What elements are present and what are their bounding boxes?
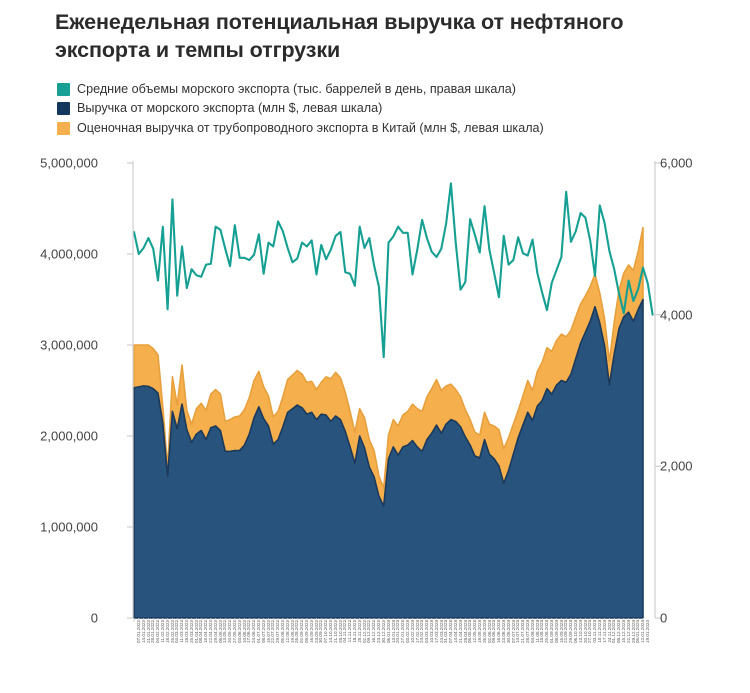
- legend-item-seaborne-revenue: Выручка от морского экспорта (млн $, лев…: [57, 100, 544, 119]
- legend-item-pipeline-revenue: Оценочная выручка от трубопроводного экс…: [57, 119, 544, 138]
- x-axis-tick-label: 19.01.2024: [645, 620, 650, 643]
- legend-swatch-teal: [57, 82, 70, 96]
- legend-label-pipeline-revenue: Оценочная выручка от трубопроводного экс…: [77, 120, 544, 135]
- legend-swatch-orange: [57, 121, 70, 135]
- seaborne-volumes-line: [132, 182, 654, 359]
- right-axis-tick-label: 4,000: [660, 307, 693, 323]
- x-axis-tick-label: 08.09.2023: [553, 620, 559, 643]
- chart-canvas: [127, 161, 661, 622]
- right-axis-tick-label: 6,000: [660, 155, 693, 171]
- chart-legend: Средние объемы морского экспорта (тыс. б…: [57, 80, 544, 139]
- left-axis-tick-label: 1,000,000: [40, 519, 98, 535]
- left-axis-tick-label: 4,000,000: [40, 246, 98, 262]
- left-axis-tick-label: 5,000,000: [40, 155, 98, 171]
- x-axis-tick-label: 30.06.2023: [505, 620, 511, 643]
- x-axis-tick-label: 04.08.2023: [529, 620, 535, 643]
- legend-item-seaborne-volumes: Средние объемы морского экспорта (тыс. б…: [57, 80, 544, 99]
- legend-label-seaborne-revenue: Выручка от морского экспорта (млн $, лев…: [77, 101, 383, 116]
- x-axis-tick-label: 10.02.2023: [409, 620, 415, 643]
- legend-swatch-navy: [57, 102, 70, 116]
- right-axis-tick-label: 2,000: [660, 458, 693, 474]
- x-axis-tick-label: 26.05.2023: [481, 620, 487, 643]
- plot-area: 0 1,000,000 2,000,000 3,000,000 4,000,000 5,0…: [0, 150, 750, 693]
- right-axis-tick-label: 0: [660, 610, 668, 626]
- x-axis-tick-label: 17.03.2023: [433, 620, 439, 643]
- legend-label-seaborne-volumes: Средние объемы морского экспорта (тыс. б…: [77, 81, 516, 96]
- seaborne-revenue-area: [133, 298, 644, 619]
- left-axis-tick-label: 3,000,000: [40, 337, 98, 353]
- left-axis-tick-label: 2,000,000: [40, 428, 98, 444]
- x-axis-tick-label: 21.04.2023: [457, 620, 463, 643]
- left-axis-tick-label: 0: [90, 610, 98, 626]
- x-axis-tick-label: 06.01.2023: [385, 620, 391, 643]
- x-axis-labels: 07.01.2022 14.01.2022 21.01.2022 28.01.2022…: [134, 620, 650, 693]
- chart-title: Еженедельная потенциальная выручка от не…: [55, 10, 624, 63]
